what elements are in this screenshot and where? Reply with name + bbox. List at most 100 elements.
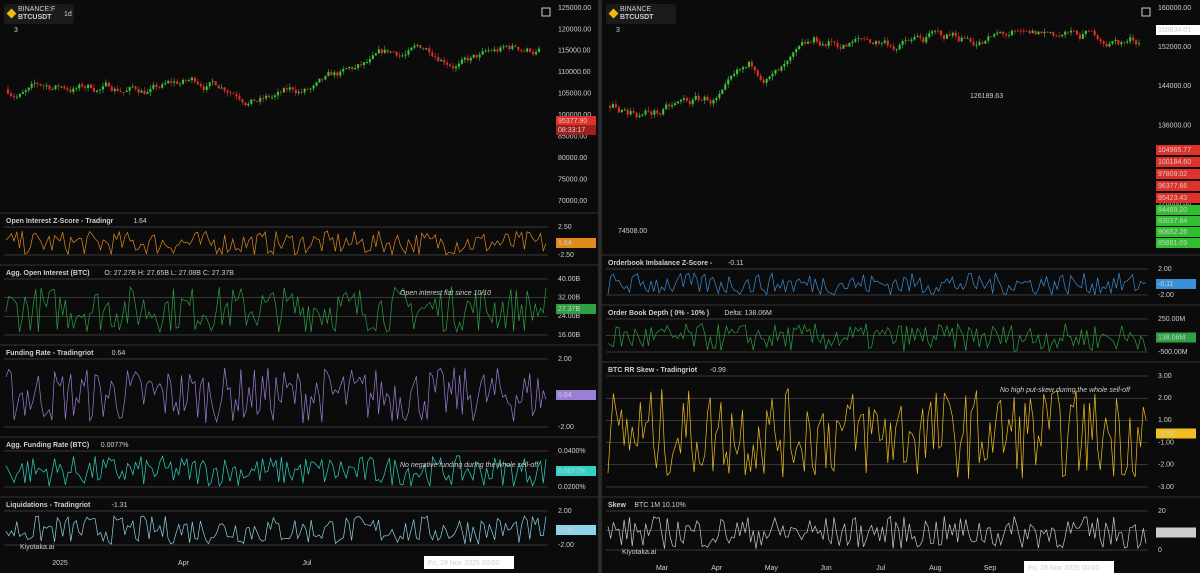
x-axis-label: Apr (178, 560, 190, 567)
pane-axis-label: -2.00 (558, 424, 574, 431)
candle (928, 33, 931, 37)
candle (315, 82, 318, 86)
indicator-line (607, 322, 1147, 352)
candle (638, 115, 641, 118)
candle (1002, 32, 1005, 35)
candle (679, 99, 682, 102)
candle (42, 85, 45, 87)
candle (795, 49, 798, 53)
symbol-box[interactable] (606, 4, 676, 24)
candle (993, 34, 996, 37)
exchange: BINANCE (620, 6, 651, 13)
candle (1120, 42, 1123, 45)
x-axis-label: 2025 (52, 560, 68, 567)
price-tag (1156, 181, 1200, 191)
pane-axis-label: 16.00B (558, 332, 581, 339)
candle (753, 66, 756, 71)
candle (398, 55, 401, 57)
price-tag (556, 390, 596, 400)
candle (750, 61, 753, 67)
pane-value: O: 27.27B H: 27.65B L: 27.08B C: 27.37B (104, 270, 234, 277)
candle (783, 64, 786, 67)
candle (95, 90, 99, 92)
candle (481, 51, 484, 55)
candle (724, 84, 727, 90)
price-tag-text: -1.31 (558, 527, 574, 534)
candle (611, 104, 614, 108)
price-axis-label: 80000.00 (558, 155, 587, 162)
candle (771, 73, 774, 77)
candle (291, 87, 294, 90)
price-tag (556, 525, 596, 535)
price-axis-label: 136000.00 (1158, 122, 1191, 129)
candle (164, 83, 167, 85)
price-axis-label: 144000.00 (1158, 83, 1191, 90)
pane-axis-label: 0 (1158, 547, 1162, 554)
candle (880, 42, 883, 44)
price-tag (1156, 527, 1196, 538)
candle (869, 39, 872, 43)
symbol: BTCUSDT (18, 14, 52, 21)
candle (730, 75, 733, 80)
annotation: No high put-skew during the whole sell-o… (1000, 387, 1131, 394)
candle (712, 100, 715, 104)
candle (682, 98, 685, 100)
candle (24, 90, 27, 93)
candle (842, 44, 845, 49)
candle (939, 30, 943, 36)
candle (866, 39, 869, 40)
candle (774, 69, 777, 74)
candle (647, 110, 650, 112)
candle (727, 79, 730, 85)
candle (78, 84, 81, 89)
price-tag (556, 238, 596, 248)
candle (235, 94, 238, 97)
binance-icon (6, 8, 17, 19)
candle (309, 88, 312, 90)
candle (851, 41, 854, 44)
candle (348, 67, 351, 69)
candle (1078, 34, 1081, 39)
pane-axis-label: -2.50 (558, 252, 574, 259)
candle (1031, 30, 1034, 34)
candle (954, 32, 957, 37)
candle (256, 101, 259, 102)
candle (454, 66, 458, 69)
price-tag (1156, 332, 1196, 343)
fullscreen-button[interactable] (541, 7, 551, 17)
candle (804, 41, 807, 44)
pane-axis-label: 0.0200% (558, 484, 586, 491)
pane-value: 0.64 (112, 350, 126, 357)
candle (116, 88, 119, 91)
candle (357, 64, 360, 68)
candle (744, 66, 747, 68)
candle (18, 93, 21, 97)
price-tag (1156, 193, 1200, 203)
candle (460, 59, 463, 64)
candle (36, 83, 39, 85)
candle (69, 89, 72, 92)
price-axis-label: 160000.00 (1158, 5, 1191, 12)
candle (51, 89, 54, 90)
pane-axis-label: 2.00 (558, 508, 572, 515)
candle (434, 56, 437, 58)
candle (270, 96, 274, 98)
candle (217, 85, 220, 89)
candle (673, 103, 677, 106)
candle (1099, 39, 1102, 42)
candle (173, 81, 176, 83)
candle (1123, 42, 1126, 43)
candle (981, 42, 984, 44)
candle (650, 111, 653, 115)
divider (598, 0, 602, 573)
price-axis-label: 120000.00 (1158, 201, 1191, 208)
candle (514, 45, 517, 47)
fullscreen-button[interactable] (1141, 7, 1151, 17)
candle (818, 41, 821, 46)
pane-value: 1.64 (133, 218, 147, 225)
symbol-box[interactable] (4, 4, 74, 24)
candle (798, 45, 801, 50)
candle (377, 49, 380, 54)
pane-value: -0.11 (728, 260, 744, 267)
price-tag (556, 116, 596, 126)
